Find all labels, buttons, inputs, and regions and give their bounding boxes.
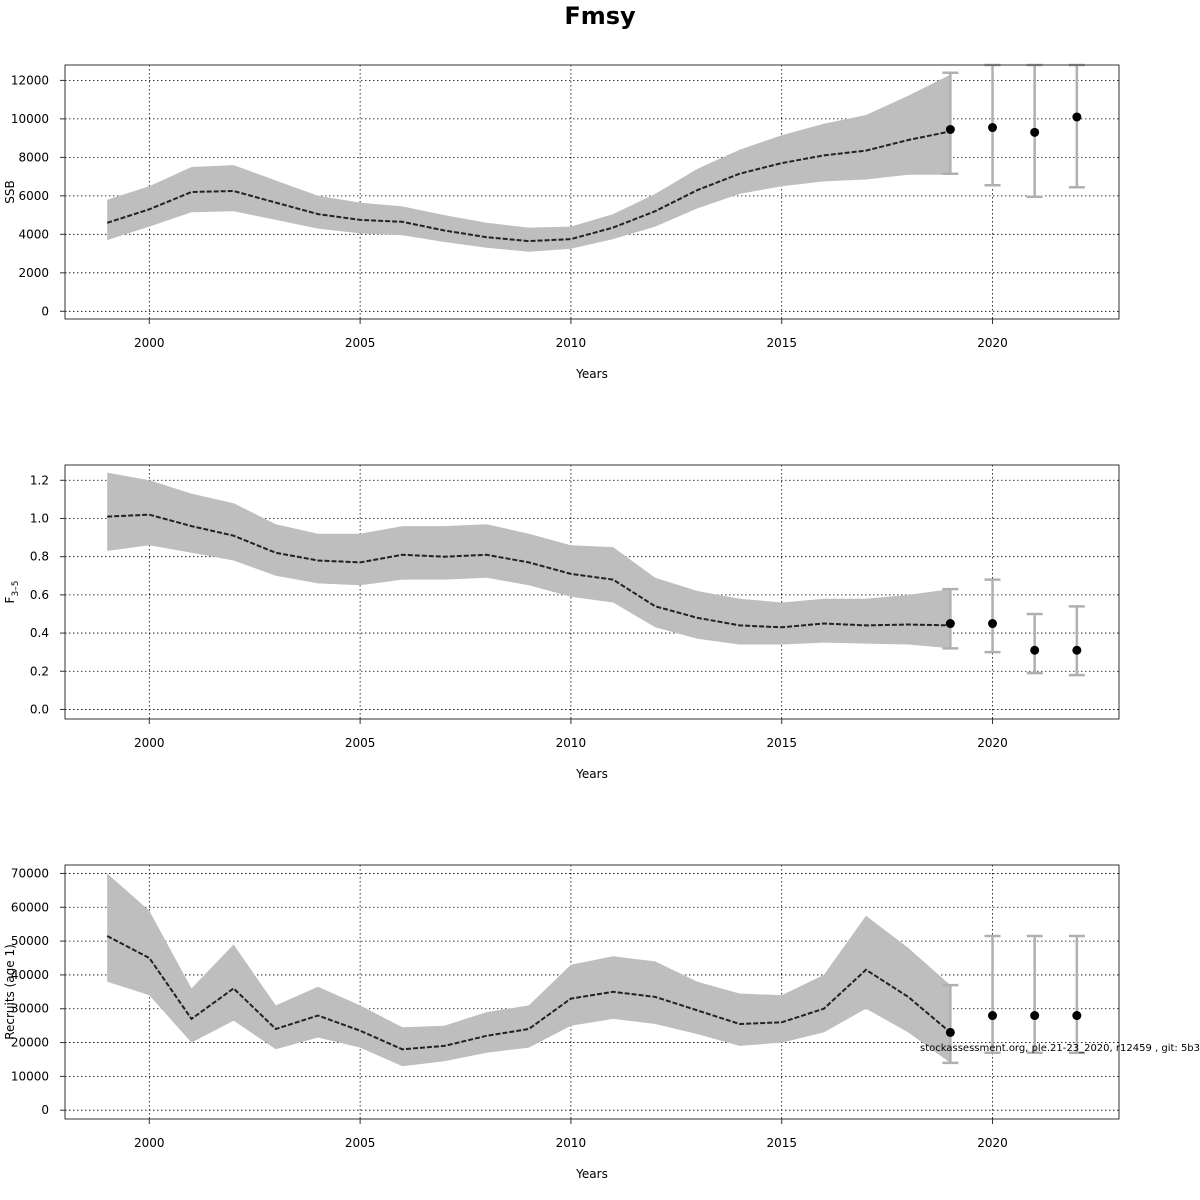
x-tick-label: 2020 [977,336,1008,350]
y-tick-label: 60000 [11,900,49,914]
x-tick-label: 2000 [134,336,165,350]
y-tick-label: 50000 [11,934,49,948]
plot-frame [64,464,1120,720]
y-tick-label: 30000 [11,1002,49,1016]
forecast-point [988,123,998,133]
y-tick-label: 10000 [11,1069,49,1083]
y-tick-label: 0.6 [30,588,49,602]
x-tick-label: 2015 [766,336,797,350]
y-tick-label: 12000 [11,73,49,87]
y-tick-label: 6000 [18,189,49,203]
y-tick-label: 70000 [11,866,49,880]
plot-frame [64,864,1120,1120]
y-tick-label: 20000 [11,1036,49,1050]
y-tick-label: 1.2 [30,473,49,487]
panel-3: 2000 2005 2010 2015 2020 0 10000 20000 30000 4000… [3,864,1120,1181]
x-tick-label: 2015 [766,1136,797,1150]
y-tick-label: 0.4 [30,626,49,640]
x-tick-label: 2010 [556,1136,587,1150]
x-axis-label: Years [575,1167,608,1181]
y-tick-label: 0 [41,1103,49,1117]
y-axis-label: F3–5 [3,581,21,604]
estimate-line [106,935,952,1051]
y-tick-label: 4000 [18,227,49,241]
panel-2: 2000 2005 2010 2015 2020 0.0 0.2 0.4 0.6 0.8 1.0 1.… [3,464,1120,781]
y-axis-label: SSB [3,180,17,203]
y-tick-label: 0.8 [30,550,49,564]
confidence-band [107,472,951,649]
y-tick-label: 0 [41,304,49,318]
y-tick-label: 10000 [11,112,49,126]
forecast-point [945,124,955,134]
x-tick-label: 2020 [977,736,1008,750]
x-tick-label: 2010 [556,736,587,750]
y-tick-label: 1.0 [30,511,49,525]
x-tick-label: 2005 [345,736,376,750]
y-tick-label: 0.0 [30,702,49,716]
forecast-point [988,619,998,629]
forecast-point [945,1027,955,1037]
x-tick-label: 2005 [345,1136,376,1150]
y-axis-label: Recruits (age 1) [3,944,17,1040]
plot-frame [64,64,1120,320]
y-tick-label: 40000 [11,968,49,982]
x-axis-label: Years [575,767,608,781]
forecast-point [1030,1011,1040,1021]
forecast-point [1072,1011,1082,1021]
forecast-point [1072,645,1082,655]
forecast-point [945,619,955,629]
forecast-point [1030,645,1040,655]
y-tick-label: 8000 [18,150,49,164]
forecast-point [988,1011,998,1021]
x-tick-label: 2000 [134,736,165,750]
footnote: stockassessment.org, ple.21-23_2020, r12… [920,1043,1200,1054]
x-tick-label: 2005 [345,336,376,350]
confidence-band [107,74,951,252]
x-tick-label: 2010 [556,336,587,350]
y-axis-label-subscript: 3–5 [11,581,21,597]
panels: 2000 2005 2010 2015 2020 0 2000 4000 6000 8000 100… [3,63,1120,1181]
estimate-line [107,513,951,629]
confidence-band [107,873,951,1067]
panel-1: 2000 2005 2010 2015 2020 0 2000 4000 6000 8000 100… [3,63,1120,381]
y-tick-label: 2000 [18,266,49,280]
y-tick-label: 0.2 [30,664,49,678]
forecast-point [1072,112,1082,122]
x-tick-label: 2020 [977,1136,1008,1150]
x-tick-label: 2000 [134,1136,165,1150]
x-tick-label: 2015 [766,736,797,750]
x-axis-label: Years [575,367,608,381]
forecast-point [1030,127,1040,137]
chart-title: Fmsy [564,2,636,30]
